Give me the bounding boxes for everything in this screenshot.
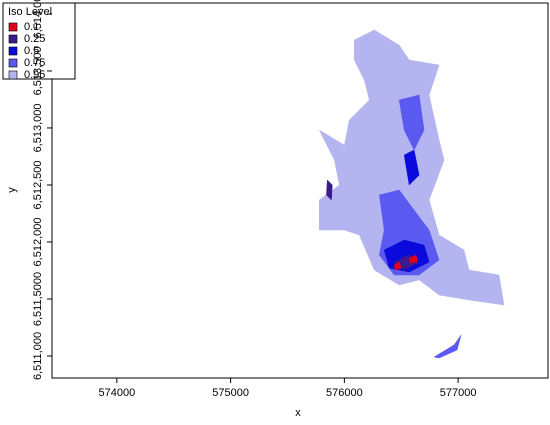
iso-polygon bbox=[393, 261, 402, 271]
y-tick-label: 6,513,500 bbox=[32, 46, 44, 95]
y-tick-label: 6,514,000 bbox=[32, 0, 44, 38]
iso-polygon bbox=[326, 179, 333, 201]
x-axis-label: x bbox=[295, 407, 301, 419]
y-tick-label: 6,511,000 bbox=[32, 332, 44, 380]
legend-swatch bbox=[8, 58, 18, 68]
legend-swatch bbox=[8, 70, 18, 80]
legend-label: 0.75 bbox=[24, 57, 45, 69]
legend-swatch bbox=[8, 22, 18, 32]
plot-frame bbox=[51, 2, 549, 379]
iso-polygon bbox=[408, 254, 418, 264]
iso-polygon bbox=[403, 149, 420, 186]
legend: Iso Level 0.10.250.50.750.95 bbox=[2, 2, 76, 81]
y-axis-label: y bbox=[6, 187, 18, 193]
legend-swatch bbox=[8, 46, 18, 56]
y-tick-label: 6,512,000 bbox=[32, 218, 44, 267]
polygons bbox=[318, 29, 505, 359]
y-tick-label: 6,513,000 bbox=[32, 103, 44, 152]
legend-label: 0.95 bbox=[24, 69, 45, 81]
x-tick-label: 577000 bbox=[440, 387, 477, 399]
x-tick-label: 575000 bbox=[212, 387, 249, 399]
legend-swatch bbox=[8, 34, 18, 44]
y-tick-label: 6,511,5000 bbox=[32, 272, 44, 326]
legend-label: 0.5 bbox=[24, 45, 39, 57]
legend-label: 0.25 bbox=[24, 33, 45, 45]
legend-label: 0.1 bbox=[24, 21, 39, 33]
legend-title: Iso Level bbox=[8, 6, 52, 18]
y-tick-label: 6,512,500 bbox=[32, 161, 44, 210]
iso-polygon bbox=[398, 94, 425, 151]
x-tick-label: 576000 bbox=[326, 387, 363, 399]
x-tick-label: 574000 bbox=[98, 387, 135, 399]
iso-polygon bbox=[433, 334, 462, 359]
